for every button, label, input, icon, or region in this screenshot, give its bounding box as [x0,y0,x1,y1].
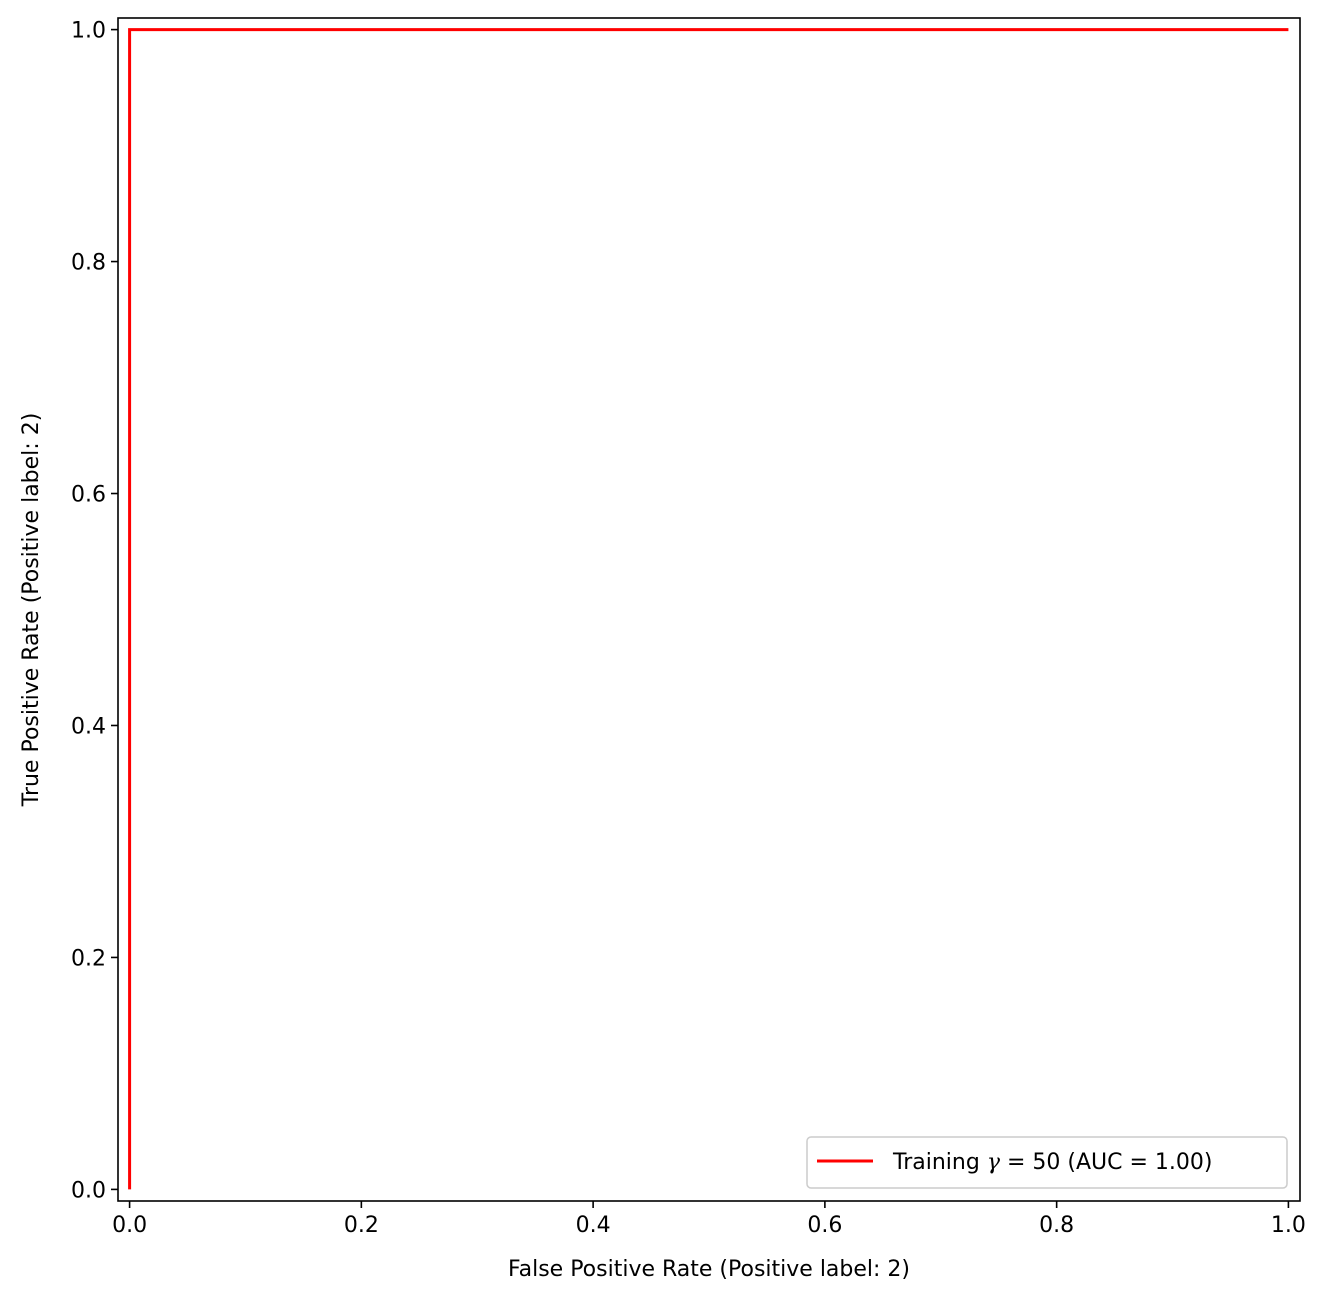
x-tick-label: 0.6 [807,1213,842,1238]
legend-prefix: Training [892,1150,987,1175]
x-tick-label: 0.2 [344,1213,379,1238]
y-tick-label: 0.4 [71,714,106,739]
x-axis-label: False Positive Rate (Positive label: 2) [508,1257,910,1282]
gamma-symbol: γ [987,1150,1001,1175]
x-tick-label: 0.8 [1039,1213,1074,1238]
x-tick-label: 0.4 [576,1213,611,1238]
legend: Training γ = 50 (AUC = 1.00) [806,1136,1288,1189]
y-tick-label: 0.8 [71,251,106,276]
y-tick-label: 0.2 [71,946,106,971]
y-axis-label: True Positive Rate (Positive label: 2) [19,413,44,808]
ticks-layer: 0.0 0.2 0.4 0.6 0.8 1.0 0.0 0.2 0.4 0.6 0.8 1.0 [71,19,1306,1238]
plot-layer [128,28,1289,1190]
y-tick-label: 1.0 [71,19,106,44]
legend-box [806,1136,1288,1189]
roc-curve-line [128,28,1289,1190]
x-tick-label: 1.0 [1271,1213,1306,1238]
x-tick-label: 0.0 [112,1213,147,1238]
legend-entry-label: Training γ = 50 (AUC = 1.00) [892,1150,1212,1175]
y-tick-label: 0.6 [71,483,106,508]
y-tick-label: 0.0 [71,1178,106,1203]
plot-frame [117,17,1301,1202]
legend-suffix: = 50 (AUC = 1.00) [1000,1150,1213,1175]
